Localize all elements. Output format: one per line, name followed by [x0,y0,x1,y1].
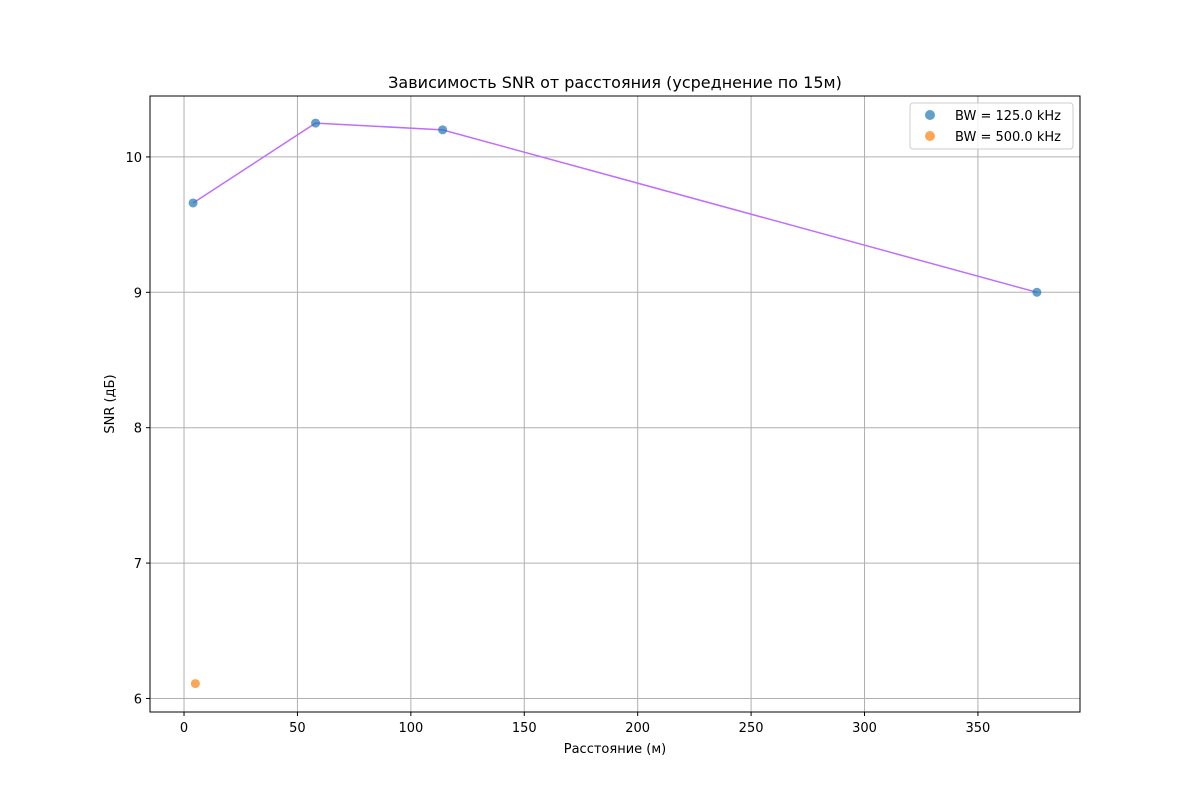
legend-frame [909,102,1074,150]
plot-frame [149,95,1081,713]
series-0-point [1032,287,1042,297]
x-tick-label: 100 [398,721,423,736]
series-0-point [188,198,198,208]
series-0-point [311,118,321,128]
data-points-layer [188,118,1042,689]
legend-marker-bw-500 [925,131,935,141]
legend-marker-bw-125 [925,110,935,120]
x-tick-label: 50 [289,721,306,736]
legend: BW = 125.0 kHz BW = 500.0 kHz [909,102,1074,150]
grid [150,96,1080,712]
series-1-point [190,679,200,689]
trend-line [192,122,1038,294]
series-0-point [438,125,448,135]
y-tick-label: 10 [125,151,142,166]
legend-label-bw-500: BW = 500.0 kHz [955,130,1061,145]
y-tick-label: 8 [134,422,142,437]
chart-title: Зависимость SNR от расстояния (усреднени… [388,73,842,92]
axis-ticks: 0 50 100 150 200 250 300 350 6 7 8 9 10 [125,151,990,736]
x-axis-label: Расстояние (м) [564,742,666,757]
x-tick-label: 350 [966,721,991,736]
legend-label-bw-125: BW = 125.0 kHz [955,109,1061,124]
y-tick-label: 7 [134,557,142,572]
x-tick-label: 300 [852,721,877,736]
y-axis-label: SNR (дБ) [103,374,118,433]
x-tick-label: 0 [180,721,188,736]
x-tick-label: 250 [739,721,764,736]
x-tick-label: 150 [512,721,537,736]
x-tick-label: 200 [625,721,650,736]
trend-line-layer [192,122,1038,294]
y-tick-label: 9 [134,286,142,301]
y-tick-label: 6 [134,692,142,707]
